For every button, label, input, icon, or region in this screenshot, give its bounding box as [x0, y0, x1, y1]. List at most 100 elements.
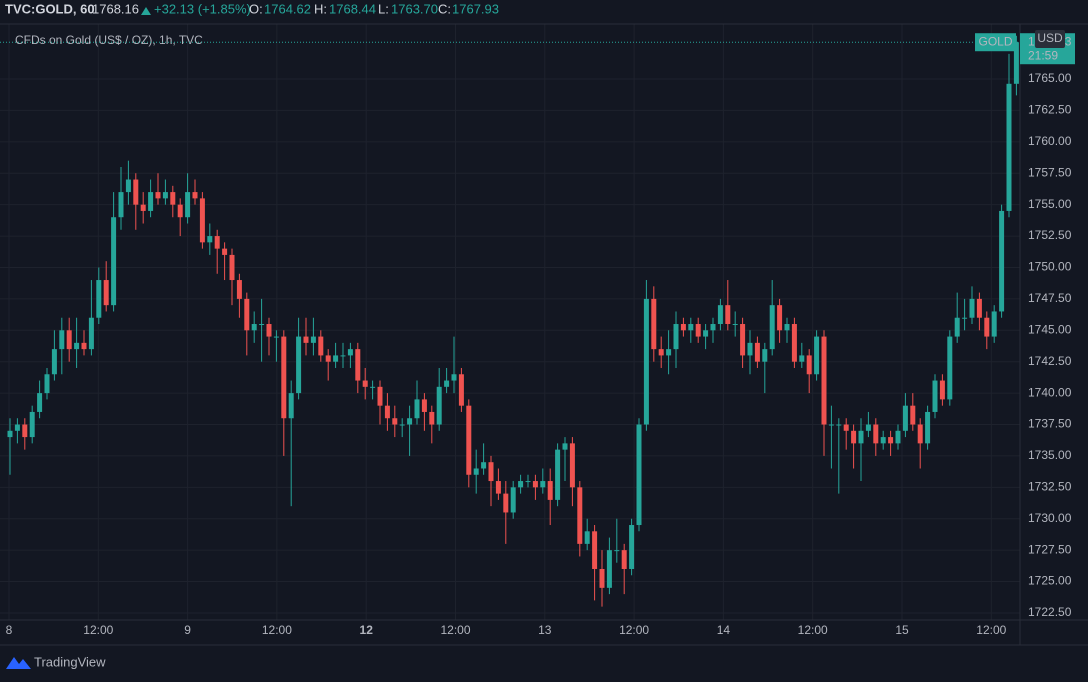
- grid: [0, 24, 1020, 620]
- candle-body: [895, 430, 901, 444]
- candle-body: [680, 324, 686, 331]
- candle-body: [399, 424, 405, 426]
- candle-body: [947, 336, 953, 400]
- up-arrow: [141, 7, 151, 15]
- candle-body: [14, 424, 20, 431]
- candle-body: [192, 192, 198, 199]
- candle-body: [762, 349, 768, 362]
- currency: USD: [1037, 31, 1063, 45]
- candle-body: [355, 349, 361, 381]
- candle-body: [340, 355, 346, 357]
- candle-body: [88, 317, 94, 350]
- candle-body: [688, 324, 694, 331]
- candle-body: [281, 336, 287, 419]
- candle-body: [828, 424, 834, 426]
- candle-body: [185, 192, 191, 218]
- candle-body: [614, 550, 620, 552]
- candle-body: [473, 468, 479, 475]
- candle-body: [747, 342, 753, 356]
- x-tick-label: 12:00: [262, 623, 292, 637]
- candle-body: [917, 424, 923, 444]
- candle-body: [976, 298, 982, 318]
- candle-body: [769, 305, 775, 350]
- brand-name: TradingView: [34, 654, 106, 669]
- y-tick-label: 1737.50: [1028, 417, 1072, 431]
- candle-body: [732, 324, 738, 326]
- candle-body: [125, 179, 131, 193]
- candle-body: [236, 280, 242, 299]
- candle-body: [740, 324, 746, 356]
- candle-body: [303, 336, 309, 343]
- candle-body: [880, 437, 886, 444]
- gold-label-box: [975, 33, 1016, 52]
- candle-body: [725, 305, 731, 325]
- y-tick-label: 1722.50: [1028, 605, 1072, 619]
- y-tick-label: 1765.00: [1028, 71, 1072, 85]
- candle-body: [703, 330, 709, 337]
- candle-body: [969, 298, 975, 318]
- y-tick-label: 1725.00: [1028, 574, 1072, 588]
- candle-body: [347, 349, 353, 356]
- candle-body: [488, 462, 494, 482]
- ohlc-value: 1768.44: [329, 1, 376, 16]
- candle-body: [518, 481, 524, 488]
- x-tick-label: 12:00: [440, 623, 470, 637]
- candle-body: [407, 418, 413, 425]
- x-tick-label: 14: [717, 623, 731, 637]
- candle-body: [414, 399, 420, 419]
- candle-body: [259, 324, 265, 326]
- candle-body: [384, 405, 390, 419]
- y-tick-label: 1757.50: [1028, 165, 1072, 179]
- x-tick-label: 12: [360, 623, 374, 637]
- candle-body: [666, 349, 672, 356]
- candle-body: [888, 437, 894, 444]
- candle-body: [310, 336, 316, 343]
- countdown: 21:59: [1028, 48, 1058, 62]
- candle-body: [296, 336, 302, 394]
- y-tick-label: 1735.00: [1028, 448, 1072, 462]
- x-tick-label: 13: [538, 623, 552, 637]
- candle-body: [362, 380, 368, 387]
- candle-body: [865, 424, 871, 431]
- candle-body: [37, 393, 43, 412]
- candle-body: [74, 342, 80, 350]
- candle-body: [103, 280, 109, 306]
- candle-body: [370, 386, 376, 388]
- x-tick-label: 12:00: [798, 623, 828, 637]
- candle-body: [984, 317, 990, 337]
- candle-body: [658, 349, 664, 356]
- candle-body: [999, 210, 1005, 312]
- x-tick-label: 12:00: [976, 623, 1006, 637]
- last-price: 1768.16: [92, 1, 139, 16]
- y-tick-label: 1732.50: [1028, 480, 1072, 494]
- candle-body: [629, 525, 635, 569]
- candle-body: [51, 349, 57, 375]
- candle-body: [547, 481, 553, 500]
- candle-body: [643, 298, 649, 425]
- candle-body: [858, 430, 864, 444]
- candle-body: [458, 374, 464, 406]
- candle-body: [562, 443, 568, 450]
- candle-body: [991, 311, 997, 337]
- y-tick-label: 1730.00: [1028, 511, 1072, 525]
- candle-body: [851, 430, 857, 444]
- candle-body: [777, 305, 783, 331]
- candle-body: [962, 317, 968, 319]
- x-tick-label: 12:00: [619, 623, 649, 637]
- candle-body: [577, 487, 583, 544]
- candle-body: [710, 324, 716, 331]
- candle-body: [140, 204, 146, 211]
- candle-body: [155, 192, 161, 199]
- gold-label: GOLD: [978, 34, 1012, 48]
- candle-body: [636, 424, 642, 526]
- candle-body: [377, 386, 383, 406]
- candle-body: [525, 481, 531, 483]
- branding: TradingView: [6, 654, 106, 669]
- candle-body: [429, 411, 435, 425]
- candle-body: [266, 324, 272, 337]
- axes: [0, 23, 1088, 646]
- ohlc-label: L:: [378, 1, 389, 16]
- candle-body: [1006, 83, 1012, 211]
- y-tick-label: 1762.50: [1028, 103, 1072, 117]
